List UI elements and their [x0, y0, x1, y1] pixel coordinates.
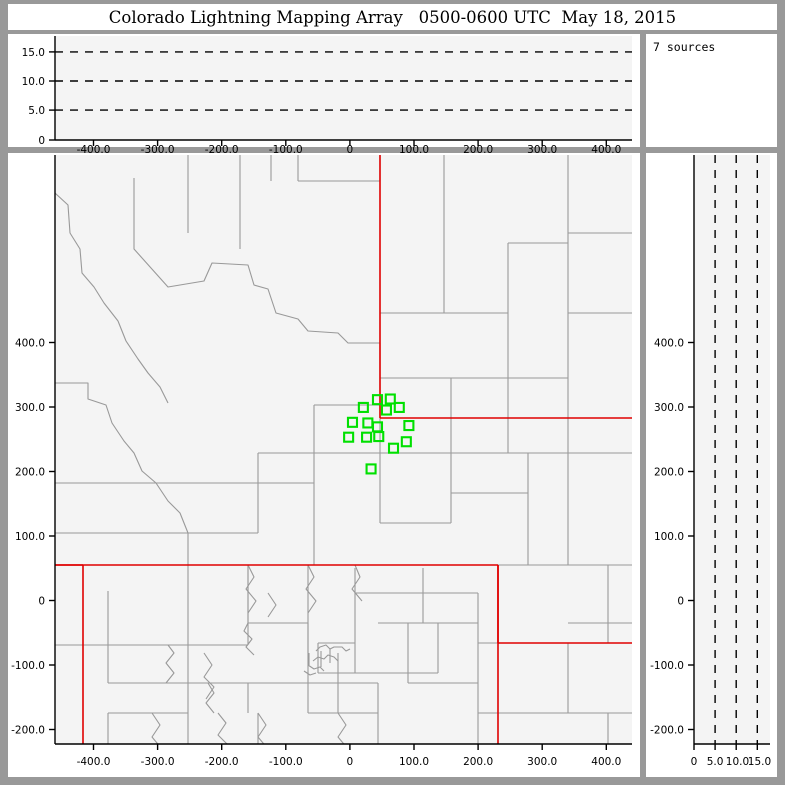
source-marker: [365, 463, 377, 475]
plot-background: [694, 155, 770, 744]
state-boundaries: [55, 155, 632, 744]
sources-count-label: 7 sources: [653, 40, 716, 54]
svg-text:5.0: 5.0: [28, 105, 45, 117]
svg-text:400.0: 400.0: [15, 338, 45, 350]
plan-view-map-chart[interactable]: 400.0 300.0 200.0 100.0 0 -100.0 -200.0: [8, 153, 640, 777]
svg-text:200.0: 200.0: [463, 756, 493, 768]
svg-text:200.0: 200.0: [15, 467, 45, 479]
svg-text:15.0: 15.0: [748, 756, 771, 768]
svg-text:300.0: 300.0: [15, 402, 45, 414]
svg-text:100.0: 100.0: [654, 531, 684, 543]
svg-text:-100.0: -100.0: [11, 660, 45, 672]
svg-text:15.0: 15.0: [22, 47, 45, 59]
y-axis-tick-labels: 0 5.0 10.0 15.0: [22, 47, 45, 147]
x-axis-tick-labels-right-panel: 0 5.0 10.0 15.0: [691, 756, 772, 768]
axis-lines: [54, 36, 632, 141]
svg-text:0: 0: [677, 596, 684, 608]
svg-text:-200.0: -200.0: [11, 725, 45, 737]
source-marker: [361, 431, 373, 443]
svg-text:0: 0: [38, 596, 45, 608]
plan-view-map-panel: 400.0 300.0 200.0 100.0 0 -100.0 -200.0 …: [8, 153, 640, 777]
svg-text:0: 0: [691, 756, 698, 768]
altitude-vs-east-chart[interactable]: 0 5.0 10.0 15.0: [8, 34, 640, 147]
y-axis-tick-labels: 400.0 300.0 200.0 100.0 0 -100.0 -200.0: [650, 338, 684, 737]
svg-text:-400.0: -400.0: [77, 756, 111, 768]
altitude-vs-east-panel: 0 5.0 10.0 15.0 -400.0 -300.0 -200.0 -10…: [8, 34, 640, 156]
y-axis-tick-labels: 400.0 300.0 200.0 100.0 0 -100.0 -200.0: [11, 338, 45, 737]
source-marker: [400, 436, 412, 448]
gridlines-horizontal: [55, 51, 632, 111]
page-title: Colorado Lightning Mapping Array 0500-06…: [108, 7, 677, 27]
source-marker: [380, 404, 393, 416]
svg-text:100.0: 100.0: [399, 756, 429, 768]
svg-text:-100.0: -100.0: [650, 660, 684, 672]
svg-text:400.0: 400.0: [591, 756, 621, 768]
map-background: [55, 155, 632, 744]
lightning-source-markers: [343, 393, 415, 475]
svg-text:10.0: 10.0: [22, 76, 45, 88]
x-axis-ticks: [693, 744, 759, 750]
source-marker: [387, 442, 400, 454]
svg-text:-200.0: -200.0: [650, 725, 684, 737]
svg-text:-200.0: -200.0: [205, 756, 239, 768]
svg-text:-100.0: -100.0: [269, 756, 303, 768]
title-bar: Colorado Lightning Mapping Array 0500-06…: [8, 4, 777, 30]
altitude-vs-north-panel: 400.0 300.0 200.0 100.0 0 -100.0 -200.0 …: [646, 153, 777, 777]
svg-text:5.0: 5.0: [707, 756, 724, 768]
y-axis-ticks: [688, 341, 694, 731]
y-axis-ticks: [49, 51, 55, 141]
x-axis-ticks: [92, 744, 607, 750]
source-marker: [403, 419, 415, 432]
altitude-vs-north-chart[interactable]: 400.0 300.0 200.0 100.0 0 -100.0 -200.0: [646, 153, 777, 777]
svg-text:100.0: 100.0: [15, 531, 45, 543]
county-boundaries: [55, 155, 632, 744]
source-marker: [343, 431, 355, 443]
source-marker: [357, 401, 369, 413]
source-marker: [384, 393, 396, 405]
axis-lines: [54, 155, 632, 745]
sources-count-panel: 7 sources: [646, 34, 777, 147]
source-marker: [371, 394, 384, 406]
source-marker: [346, 416, 359, 428]
svg-text:400.0: 400.0: [654, 338, 684, 350]
x-axis-tick-labels-map: -400.0 -300.0 -200.0 -100.0 0 100.0 200.…: [77, 756, 622, 768]
y-axis-ticks: [49, 341, 55, 731]
svg-text:-300.0: -300.0: [141, 756, 175, 768]
plot-background: [55, 36, 632, 140]
svg-text:200.0: 200.0: [654, 467, 684, 479]
svg-text:0: 0: [347, 756, 354, 768]
svg-text:0: 0: [347, 144, 354, 156]
svg-text:10.0: 10.0: [726, 756, 749, 768]
map-geography: [55, 155, 632, 744]
svg-text:300.0: 300.0: [527, 756, 557, 768]
source-marker: [373, 430, 385, 443]
x-axis-ticks: [92, 140, 607, 146]
svg-text:0: 0: [38, 135, 45, 147]
svg-text:300.0: 300.0: [654, 402, 684, 414]
source-marker: [393, 401, 405, 413]
